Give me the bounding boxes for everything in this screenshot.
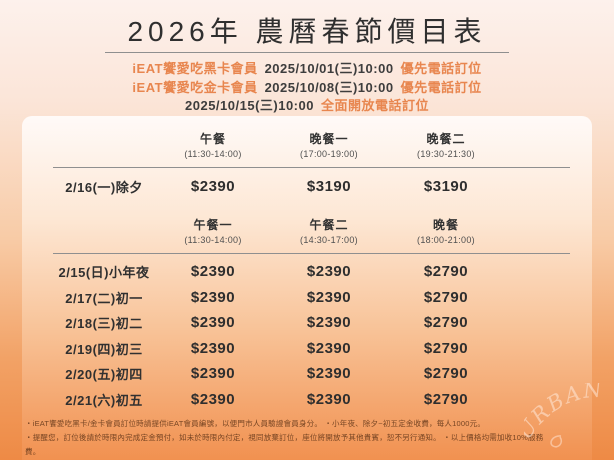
price-value: $2390 — [306, 339, 352, 357]
watermark-text: URBAN — [524, 383, 603, 444]
table-section-eve: 午餐 (11:30-14:00) 晚餐一 (17:00-19:00) 晚餐二 (… — [53, 130, 570, 204]
booking-datetime: 2025/10/01(三)10:00 — [264, 61, 394, 76]
column-header-dinner: 晚餐 (18:00-21:00) — [387, 216, 505, 245]
price-value: $2390 — [190, 314, 236, 332]
column-header-lunch-2: 午餐二 (14:30-17:00) — [271, 216, 387, 245]
price-value: $2390 — [306, 390, 352, 408]
column-time: (19:30-21:30) — [417, 149, 475, 159]
column-time: (11:30-14:00) — [184, 235, 242, 245]
booking-type-label: 優先電話訂位 — [400, 61, 482, 76]
column-name: 午餐一 — [193, 218, 233, 232]
column-time: (11:30-14:00) — [184, 149, 242, 159]
booking-announcements: iEAT饗愛吃黑卡會員 2025/10/01(三)10:00 優先電話訂位 iEAT… — [0, 60, 614, 116]
table-row: 2/15(日)小年夜 $2390 $2390 $2790 — [53, 259, 570, 285]
table-row: 2/17(二)初一 $2390 $2390 $2790 — [53, 285, 570, 311]
table-header-row: 午餐 (11:30-14:00) 晚餐一 (17:00-19:00) 晚餐二 (… — [53, 130, 570, 168]
svg-text:URBAN: URBAN — [524, 383, 605, 444]
booking-datetime: 2025/10/08(三)10:00 — [264, 79, 394, 95]
price-card: 午餐 (11:30-14:00) 晚餐一 (17:00-19:00) 晚餐二 (… — [22, 116, 592, 460]
row-date: 2/17(二)初一 — [65, 290, 143, 306]
price-value: $2390 — [190, 365, 236, 383]
column-time: (17:00-19:00) — [300, 149, 358, 159]
column-header-lunch-1: 午餐一 (11:30-14:00) — [155, 216, 271, 245]
table-header-row: 午餐一 (11:30-14:00) 午餐二 (14:30-17:00) 晚餐 (… — [53, 216, 570, 254]
row-date: 2/20(五)初四 — [65, 367, 143, 383]
table-row: 2/20(五)初四 $2390 $2390 $2790 — [53, 361, 570, 387]
column-name: 晚餐二 — [426, 132, 466, 146]
column-header-dinner-1: 晚餐一 (17:00-19:00) — [271, 130, 387, 159]
price-value: $2790 — [423, 263, 469, 281]
member-tier-label: iEAT饗愛吃金卡會員 — [132, 79, 258, 95]
price-value: $2390 — [190, 263, 236, 281]
footnotes: ・iEAT饗愛吃黑卡/金卡會員訂位時請提供iEAT會員編號，以便門市人員驗證會員… — [25, 417, 545, 459]
booking-type-label: 優先電話訂位 — [400, 79, 482, 95]
price-value: $2390 — [190, 288, 236, 306]
price-value: $3190 — [306, 177, 352, 195]
row-date: 2/18(三)初二 — [65, 316, 143, 332]
price-value: $3190 — [423, 177, 469, 195]
header-spacer — [53, 130, 155, 159]
announcement-black-card: iEAT饗愛吃黑卡會員 2025/10/01(三)10:00 優先電話訂位 — [0, 60, 614, 79]
row-date: 2/19(四)初三 — [65, 341, 143, 357]
table-rows: 2/15(日)小年夜 $2390 $2390 $2790 2/17(二)初一 $… — [53, 259, 570, 412]
table-row: 2/19(四)初三 $2390 $2390 $2790 — [53, 336, 570, 362]
footnote-line: ・iEAT饗愛吃黑卡/金卡會員訂位時請提供iEAT會員編號，以便門市人員驗證會員… — [25, 419, 486, 428]
announcement-public: 2025/10/15(三)10:00 全面開放電話訂位 — [0, 97, 614, 116]
table-row: 2/16(一)除夕 $2390 $3190 $3190 — [53, 168, 570, 204]
price-value: $2390 — [190, 390, 236, 408]
price-value: $2790 — [423, 390, 469, 408]
price-value: $2790 — [423, 288, 469, 306]
price-value: $2390 — [190, 339, 236, 357]
table-section-holidays: 午餐一 (11:30-14:00) 午餐二 (14:30-17:00) 晚餐 (… — [53, 216, 570, 412]
column-time: (18:00-21:00) — [417, 235, 475, 245]
page-title: 2026年 農曆春節價目表 — [127, 16, 487, 47]
booking-type-label: 全面開放電話訂位 — [320, 98, 429, 113]
table-row: 2/18(三)初二 $2390 $2390 $2790 — [53, 310, 570, 336]
watermark-swirl — [550, 435, 563, 448]
announcement-gold-card: iEAT饗愛吃金卡會員 2025/10/08(三)10:00 優先電話訂位 — [0, 79, 614, 98]
price-value: $2390 — [306, 314, 352, 332]
column-name: 晚餐 — [432, 218, 459, 232]
column-name: 午餐 — [199, 132, 226, 146]
price-value: $2390 — [306, 288, 352, 306]
row-date: 2/15(日)小年夜 — [58, 265, 150, 281]
price-value: $2390 — [306, 263, 352, 281]
member-tier-label: iEAT饗愛吃黑卡會員 — [132, 61, 258, 76]
price-value: $2790 — [423, 339, 469, 357]
row-date: 2/16(一)除夕 — [65, 179, 143, 195]
column-name: 晚餐一 — [309, 132, 349, 146]
column-header-dinner-2: 晚餐二 (19:30-21:30) — [387, 130, 505, 159]
price-table: 午餐 (11:30-14:00) 晚餐一 (17:00-19:00) 晚餐二 (… — [53, 130, 570, 412]
price-value: $2390 — [190, 177, 236, 195]
table-row: 2/21(六)初五 $2390 $2390 $2790 — [53, 387, 570, 413]
urban-watermark: URBAN — [524, 383, 605, 448]
column-name: 午餐二 — [309, 218, 349, 232]
price-value: $2790 — [423, 314, 469, 332]
price-value: $2790 — [423, 365, 469, 383]
column-time: (14:30-17:00) — [300, 235, 358, 245]
price-value: $2390 — [306, 365, 352, 383]
header-spacer — [53, 216, 155, 245]
title-divider — [105, 52, 509, 53]
row-date: 2/21(六)初五 — [65, 392, 143, 408]
column-header-lunch: 午餐 (11:30-14:00) — [155, 130, 271, 159]
footnote-line: ・提醒您，訂位後請於時限內完成定金預付，如未於時限內付定，視同放棄訂位，座位將開… — [25, 433, 544, 456]
booking-datetime: 2025/10/15(三)10:00 — [185, 98, 314, 113]
